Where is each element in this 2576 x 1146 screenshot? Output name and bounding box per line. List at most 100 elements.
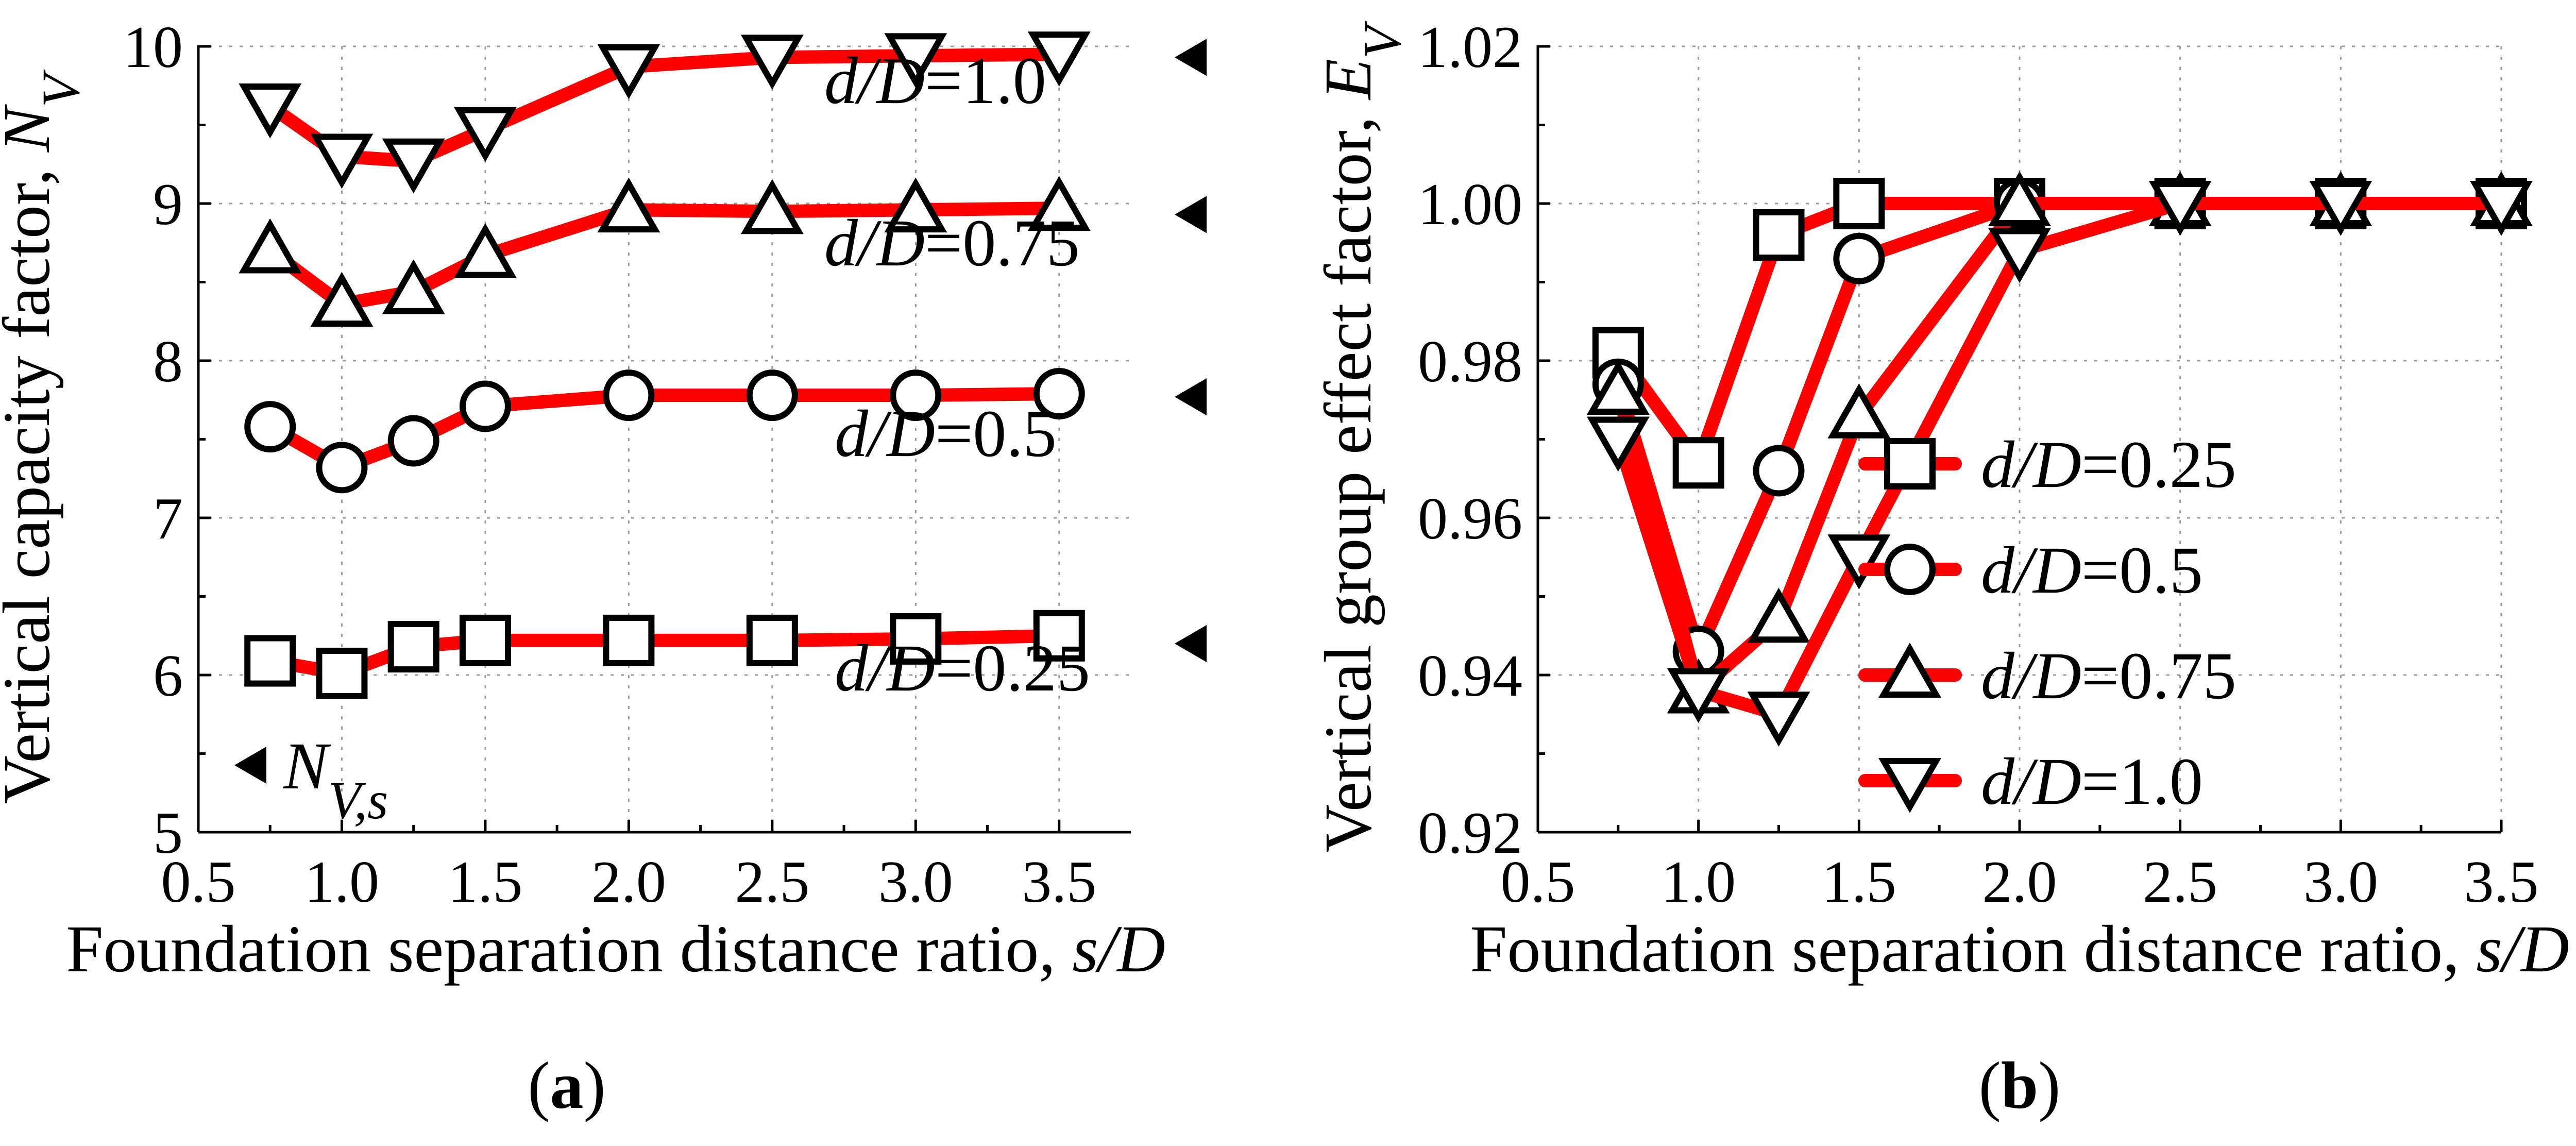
- data-point: [884, 177, 947, 233]
- x-tick-label: 3.5: [1022, 849, 1096, 915]
- reference-legend-label: NV,s: [283, 729, 388, 830]
- legend-label: d/D=0.5: [1981, 533, 2203, 608]
- data-point: [239, 83, 302, 139]
- x-tick-label: 3.0: [2303, 849, 2378, 915]
- x-tick-label: 2.0: [591, 849, 666, 915]
- legend-label: d/D=1.0: [1981, 745, 2203, 819]
- data-point: [382, 138, 445, 194]
- data-point: [459, 380, 511, 432]
- data-point: [603, 614, 655, 666]
- data-point: [1833, 232, 1885, 284]
- data-point: [244, 635, 296, 687]
- data-point: [310, 272, 374, 327]
- x-tick-label: 1.0: [304, 849, 379, 915]
- x-tick-label: 1.0: [1661, 849, 1736, 915]
- legend-label: d/D=0.25: [1981, 428, 2236, 502]
- data-point: [1586, 360, 1650, 415]
- data-point: [453, 107, 517, 162]
- y-tick-label: 6: [153, 643, 183, 709]
- series-label: d/D=1.0: [824, 44, 1046, 118]
- y-tick-label: 9: [153, 172, 183, 238]
- data-point: [740, 179, 804, 234]
- data-point: [1747, 587, 1810, 643]
- data-point: [884, 33, 947, 88]
- series-triangle-down: d/D=1.0: [239, 31, 1207, 194]
- legend-marker: [1884, 544, 1936, 595]
- data-point: [1747, 692, 1810, 747]
- data-point: [387, 415, 439, 467]
- data-point: [1586, 416, 1650, 472]
- reference-arrow-icon: [1175, 196, 1207, 233]
- series-label: d/D=0.75: [824, 206, 1080, 280]
- y-tick-label: 0.98: [1418, 329, 1522, 395]
- x-tick-label: 1.5: [448, 849, 522, 915]
- data-point: [890, 613, 942, 665]
- x-axis-title: Foundation separation distance ratio, s/…: [1470, 912, 2569, 986]
- x-tick-label: 2.5: [2143, 849, 2217, 915]
- series-square: d/D=0.25: [244, 610, 1207, 705]
- data-point: [603, 369, 655, 422]
- legend-marker: [1878, 758, 1941, 813]
- data-point: [746, 614, 798, 666]
- data-point: [597, 44, 660, 99]
- data-point: [382, 259, 445, 314]
- series-label: d/D=0.5: [835, 397, 1057, 471]
- data-point: [890, 369, 942, 422]
- data-point: [244, 401, 296, 453]
- legend-label: d/D=0.75: [1981, 639, 2236, 713]
- panel-label: (b): [1979, 1049, 2061, 1123]
- data-point: [1827, 383, 1891, 439]
- data-point: [1033, 610, 1085, 662]
- data-point: [316, 442, 368, 494]
- data-point: [1988, 171, 2051, 226]
- x-axis-title: Foundation separation distance ratio, s/…: [66, 912, 1165, 986]
- data-point: [1753, 445, 1805, 497]
- data-point: [1827, 534, 1891, 589]
- data-point: [2470, 181, 2533, 236]
- reference-arrow-icon: [1175, 625, 1207, 662]
- y-tick-label: 1.00: [1418, 172, 1522, 238]
- x-tick-label: 2.0: [1982, 849, 2057, 915]
- data-point: [740, 35, 804, 90]
- chart-panel-b: 0.5 1.0 1.5 2.0 2.5 3.0 3.5 0.92 0.94 0.96 0.98 1.0…: [1311, 14, 2569, 1123]
- data-point: [597, 177, 660, 233]
- data-point: [387, 621, 439, 673]
- data-point: [1753, 209, 1805, 261]
- data-point: [310, 133, 374, 189]
- data-point: [2309, 181, 2372, 236]
- y-tick-label: 0.96: [1418, 486, 1522, 552]
- data-point: [1027, 31, 1091, 87]
- panel-label: (a): [528, 1049, 606, 1123]
- data-point: [1027, 176, 1091, 231]
- data-point: [239, 218, 302, 274]
- y-tick-label: 8: [153, 329, 183, 395]
- x-tick-label: 0.5: [161, 849, 236, 915]
- x-tick-label: 2.5: [735, 849, 809, 915]
- series-triangle-up: d/D=0.75: [239, 176, 1207, 327]
- data-point: [453, 223, 517, 278]
- y-tick-label: 0.92: [1418, 800, 1522, 866]
- series-triangle-down: [1586, 181, 2533, 747]
- data-point: [1667, 668, 1730, 723]
- series-label: d/D=0.25: [835, 631, 1090, 705]
- data-point: [2148, 181, 2212, 236]
- data-point: [1672, 437, 1724, 489]
- reference-arrow-icon: [1175, 378, 1207, 416]
- y-axis-title: Vertical capacity factor, NV: [0, 69, 91, 804]
- data-point: [746, 369, 798, 422]
- y-tick-label: 0.94: [1418, 643, 1522, 709]
- x-tick-label: 3.0: [878, 849, 953, 915]
- y-tick-label: 7: [153, 486, 183, 552]
- y-axis-title: Vertical group effect factor, EV: [1311, 21, 1412, 853]
- data-point: [1988, 228, 2051, 283]
- y-tick-label: 5: [153, 800, 183, 866]
- data-point: [1833, 178, 1885, 229]
- series-circle: d/D=0.5: [244, 368, 1207, 494]
- chart-panel-a: 0.5 1.0 1.5 2.0 2.5 3.0 3.5 5 6 7 8 9 10 d/D=1.0 d/D=0…: [0, 14, 1207, 1123]
- y-tick-label: 10: [123, 14, 183, 80]
- y-tick-label: 1.02: [1418, 14, 1522, 80]
- x-tick-label: 1.5: [1822, 849, 1896, 915]
- x-tick-label: 0.5: [1501, 849, 1575, 915]
- legend-marker: [1884, 438, 1936, 490]
